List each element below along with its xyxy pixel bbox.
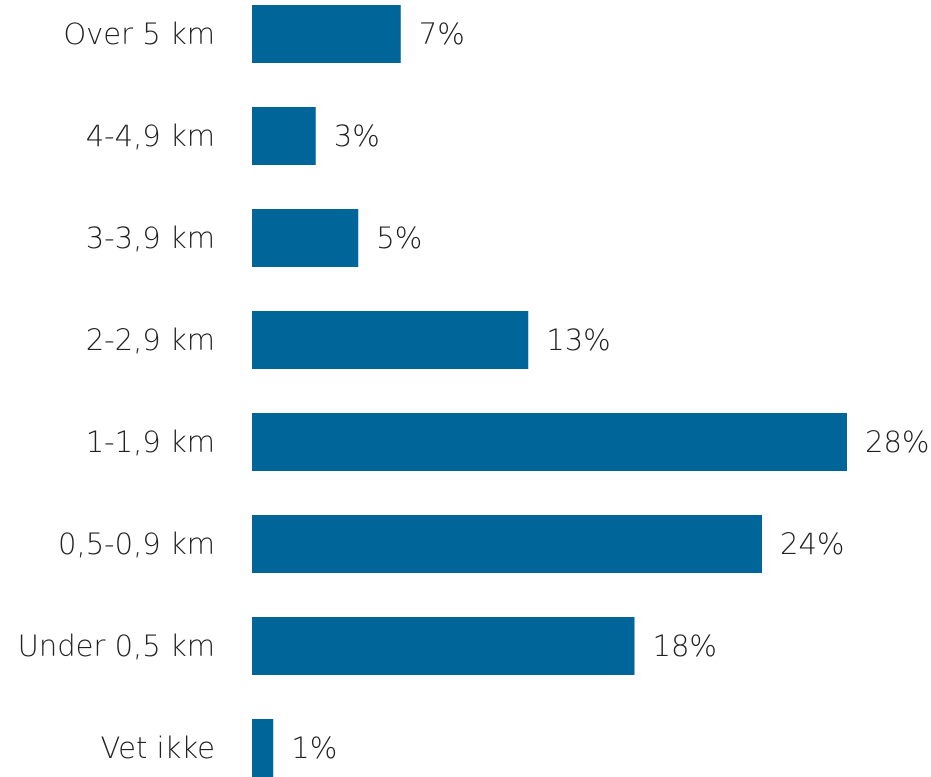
bar <box>252 107 316 165</box>
value-label: 5% <box>376 221 422 255</box>
category-label: Under 0,5 km <box>18 629 215 663</box>
value-label: 7% <box>419 17 465 51</box>
category-label: Over 5 km <box>63 17 215 51</box>
value-label: 28% <box>865 425 929 459</box>
category-label: 0,5-0,9 km <box>58 527 215 561</box>
bar <box>252 413 847 471</box>
bar <box>252 5 401 63</box>
bar <box>252 719 274 777</box>
value-label: 3% <box>334 119 380 153</box>
category-label: Vet ikke <box>101 731 215 765</box>
bar <box>252 311 529 369</box>
value-label: 13% <box>546 323 610 357</box>
value-label: 1% <box>291 731 337 765</box>
bar <box>252 515 762 573</box>
value-label: 18% <box>653 629 717 663</box>
bar <box>252 617 635 675</box>
category-label: 3-3,9 km <box>86 221 215 255</box>
category-label: 4-4,9 km <box>86 119 215 153</box>
value-label: 24% <box>780 527 844 561</box>
bar <box>252 209 359 267</box>
category-label: 2-2,9 km <box>86 323 215 357</box>
category-label: 1-1,9 km <box>86 425 215 459</box>
